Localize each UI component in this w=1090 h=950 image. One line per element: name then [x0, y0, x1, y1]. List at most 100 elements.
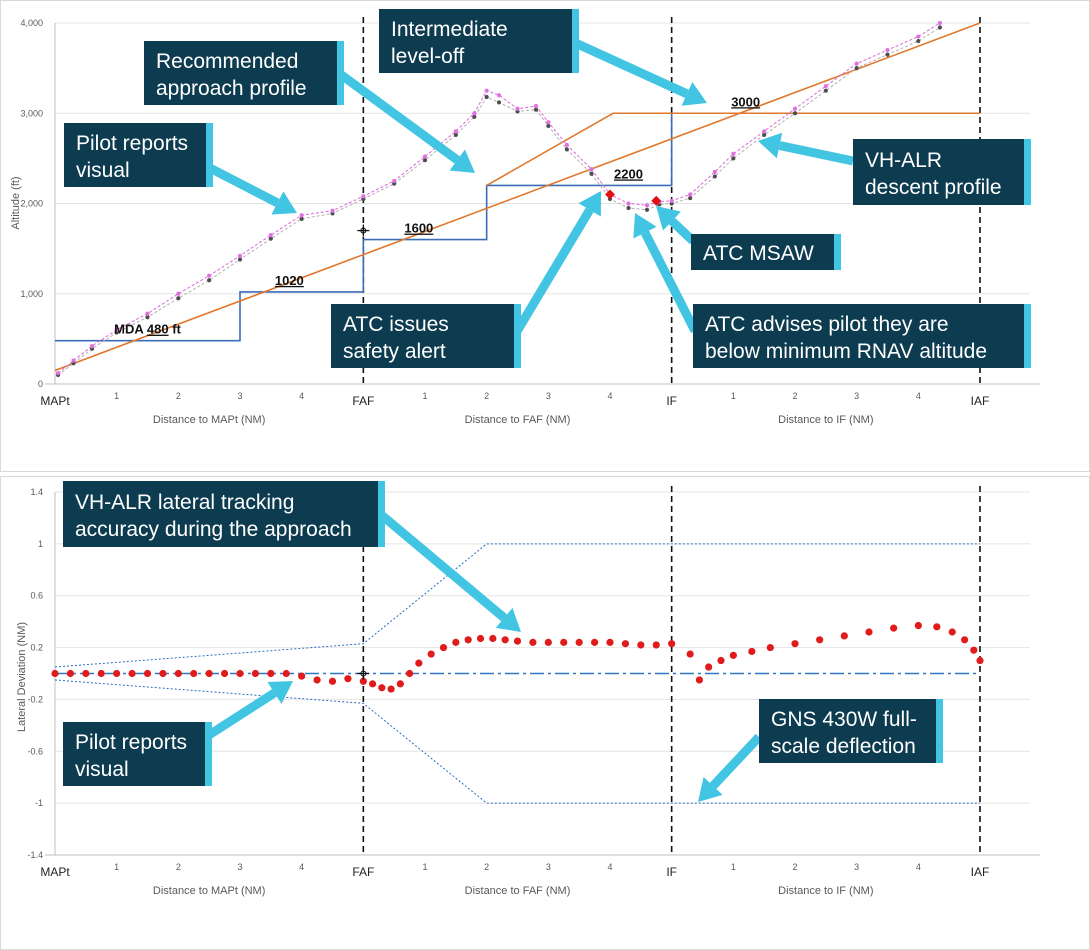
descent-point-secondary — [496, 100, 502, 105]
x-tick-label: 2 — [176, 862, 181, 872]
lateral-deviation-point — [544, 638, 552, 646]
y-tick-label: -0.2 — [27, 694, 43, 704]
annotation-arrow-head — [495, 607, 521, 632]
annotation-arrow — [512, 191, 601, 336]
descent-point — [533, 103, 539, 109]
x-tick-label: 1 — [422, 391, 427, 401]
callout-line-2: level-off — [391, 45, 464, 68]
annotation-arrow-head — [656, 206, 681, 231]
lateral-deviation-point — [513, 637, 522, 645]
altitude-label-suffix: ft — [169, 322, 182, 337]
callout-accent — [1024, 139, 1031, 205]
waypoint-label: IF — [666, 865, 677, 879]
fullscale-upper-line — [54, 543, 980, 668]
x-tick-label: 1 — [114, 391, 119, 401]
y-tick-label: 2,000 — [20, 199, 43, 209]
annotation-arrow-shaft — [333, 67, 460, 164]
altitude-label-prefix: MDA — [114, 322, 147, 337]
y-tick-label: 1 — [38, 539, 43, 549]
descent-point — [854, 61, 859, 66]
descent-point — [731, 151, 736, 156]
annotation-arrow — [698, 733, 763, 802]
descent-point — [268, 232, 273, 238]
descent-point — [762, 129, 767, 134]
lateral-deviation-point — [621, 640, 630, 648]
annotation-arrow-head — [698, 777, 723, 802]
callout-box — [331, 304, 521, 368]
descent-point-secondary — [268, 236, 273, 241]
lateral-deviation-point — [695, 676, 704, 684]
descent-point-secondary — [422, 158, 428, 163]
callout-box — [63, 722, 212, 786]
lateral-deviation-point — [590, 638, 599, 646]
callout-accent — [514, 304, 521, 368]
annotation-callout: VH-ALR descent profile — [853, 139, 1031, 205]
x-axis-title: Distance to MAPt (NM) — [153, 414, 265, 426]
callout-box — [853, 139, 1031, 205]
annotation-arrow-shaft — [206, 689, 277, 739]
altitude-label: MDA 480 ft — [114, 322, 181, 337]
callout-accent — [572, 9, 579, 73]
callout-line-1: Pilot reports — [75, 731, 187, 754]
descent-point — [515, 106, 520, 111]
y-axis-title: Altitude (ft) — [10, 176, 22, 229]
descent-point-secondary — [546, 123, 551, 128]
callout-box — [379, 9, 579, 73]
callout-box — [64, 123, 213, 187]
lateral-deviation-point — [890, 624, 898, 632]
descent-point — [361, 194, 366, 199]
descent-point-secondary — [885, 52, 890, 57]
descent-point — [207, 273, 212, 278]
lateral-deviation-point — [840, 632, 848, 640]
annotation-arrow-head — [449, 149, 475, 173]
callout-box — [63, 481, 385, 547]
descent-point-secondary — [299, 216, 304, 221]
altitude-label: 2200 — [614, 166, 643, 181]
x-tick-label: 3 — [237, 391, 242, 401]
descent-point — [885, 47, 890, 53]
x-tick-label: 2 — [176, 391, 181, 401]
x-tick-label: 4 — [607, 391, 612, 401]
descent-point — [916, 34, 921, 39]
lateral-deviation-point — [387, 685, 395, 693]
descent-point — [392, 178, 397, 184]
lateral-deviation-point — [606, 638, 614, 646]
x-tick-label: 2 — [484, 391, 489, 401]
descent-point-secondary — [937, 25, 943, 30]
lateral-deviation-chart: -1.4 -1 -0.6 -0.2 0.2 0.6 1 1.4 Lateral Deviatio… — [16, 481, 1040, 897]
callout-accent — [205, 722, 212, 786]
annotation-callout: ATC issues safety alert — [331, 304, 521, 368]
descent-point-secondary — [823, 88, 828, 93]
lateral-deviation-point — [865, 628, 873, 636]
fix-marker-ring — [360, 670, 367, 677]
descent-point — [71, 358, 76, 363]
x-tick-label: 3 — [854, 391, 859, 401]
descent-profile-line — [57, 22, 941, 374]
annotation-arrow-shaft — [778, 141, 854, 166]
annotation-arrow — [376, 509, 521, 632]
lateral-deviation-point — [251, 669, 260, 678]
lateral-deviation-point — [933, 623, 941, 631]
lateral-deviation-point — [415, 659, 423, 667]
descent-point — [55, 371, 61, 376]
descent-point — [669, 198, 674, 203]
lateral-deviation-point — [914, 621, 922, 630]
descent-point — [564, 142, 569, 147]
lateral-deviation-point — [717, 656, 725, 665]
y-tick-label: 4,000 — [20, 18, 43, 28]
x-tick-label: 3 — [546, 391, 551, 401]
annotation-arrow-shaft — [640, 230, 700, 334]
lateral-deviation-point — [51, 669, 59, 678]
callout-line-2: accuracy during the approach — [75, 518, 352, 541]
x-tick-label: 1 — [731, 391, 736, 401]
descent-point — [823, 84, 828, 89]
descent-point — [422, 154, 428, 159]
callout-line-1: ATC issues — [343, 313, 449, 336]
annotation-arrow — [206, 681, 293, 739]
x-tick-label: 4 — [299, 391, 304, 401]
descent-point-secondary — [916, 38, 921, 44]
annotation-arrow-head — [758, 132, 783, 159]
descent-point-secondary — [472, 114, 477, 119]
callout-line-1: ATC MSAW — [703, 242, 814, 265]
callout-line-1: Intermediate — [391, 18, 508, 41]
